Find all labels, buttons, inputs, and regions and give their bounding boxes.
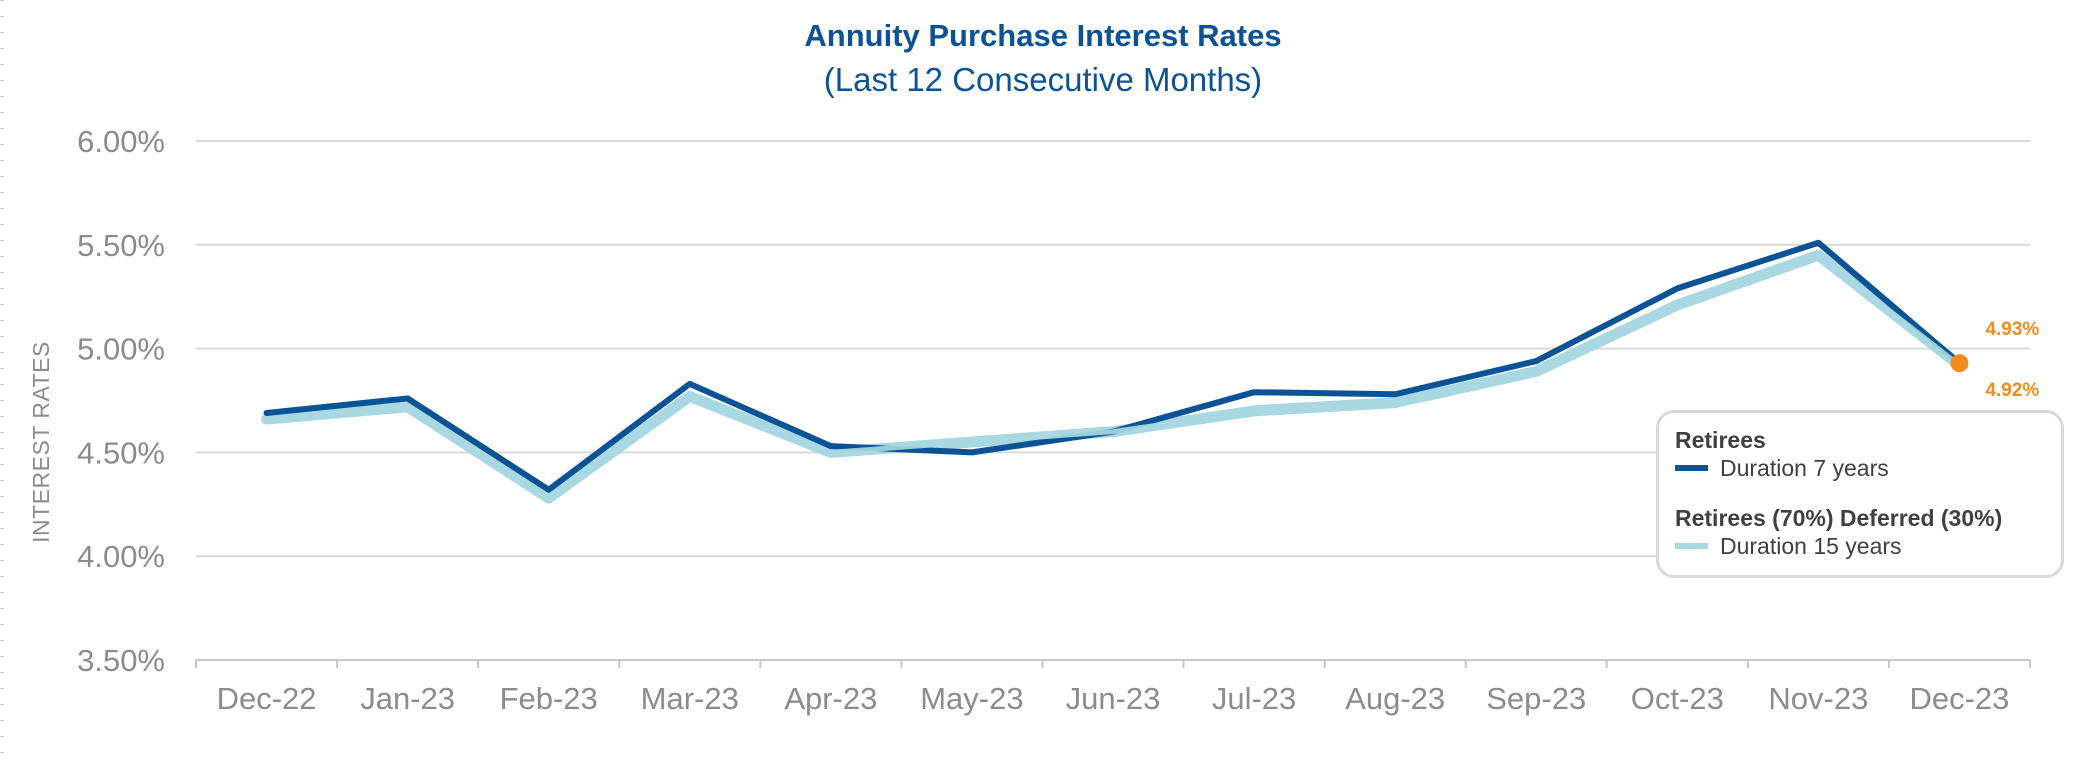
data-label: 4.93% [1985,319,2039,340]
y-tick-label: 6.00% [77,124,165,159]
chart-subtitle: (Last 12 Consecutive Months) [823,61,1263,98]
x-tick-label: Dec-23 [1909,681,2009,716]
x-tick-label: Mar-23 [641,681,739,716]
x-tick-label: Dec-22 [217,681,317,716]
series-line-duration-15-overlay [266,252,1961,501]
y-axis-label: INTEREST RATES [28,341,54,543]
x-tick-label: Aug-23 [1345,681,1445,716]
y-tick-label: 5.50% [77,228,165,263]
legend-item-duration-15: Duration 15 years [1675,533,1902,560]
legend-item-label: Duration 7 years [1720,455,1889,481]
y-tick-label: 3.50% [77,643,165,678]
x-tick-label: Sep-23 [1486,681,1586,716]
legend-header-retirees-deferred: Retirees (70%) Deferred (30%) [1675,505,2003,531]
legend-item-label: Duration 15 years [1720,533,1902,559]
x-tick-label: Nov-23 [1768,681,1868,716]
x-tick-label: May-23 [920,681,1023,716]
x-tick-label: Apr-23 [784,681,877,716]
x-tick-label: Oct-23 [1631,681,1724,716]
y-tick-label: 4.50% [77,435,165,470]
legend-swatch-dark-blue [1675,464,1708,471]
legend-header-retirees: Retirees [1675,427,1766,453]
legend-swatch-light-blue [1675,542,1708,549]
x-tick-label: Feb-23 [500,681,598,716]
x-tick-label: Jun-23 [1066,681,1161,716]
y-axis-ticks: 6.00% 5.50% 5.00% 4.50% 4.00% 3.50% [77,124,165,678]
x-axis-ticks: Dec-22 Jan-23 Feb-23 Mar-23 Apr-23 May-23 Jun-… [217,681,2010,716]
data-label: 4.92% [1985,380,2039,401]
chart-title-block: Annuity Purchase Interest Rates (Last 12… [0,14,2086,102]
left-edge-ruler [0,0,4,767]
x-tick-label: Jan-23 [360,681,455,716]
x-tick-label: Jul-23 [1212,681,1296,716]
end-point-marker [1950,354,1969,373]
data-labels: 4.93% 4.92% [1985,319,2039,401]
chart-title: Annuity Purchase Interest Rates [804,18,1282,53]
legend: Retirees Duration 7 years Retirees (70%)… [1656,410,2064,578]
series-lines [261,239,1969,504]
legend-item-duration-7: Duration 7 years [1675,455,1889,482]
y-tick-label: 4.00% [77,539,165,574]
y-tick-label: 5.00% [77,332,165,367]
x-axis [195,659,2031,668]
